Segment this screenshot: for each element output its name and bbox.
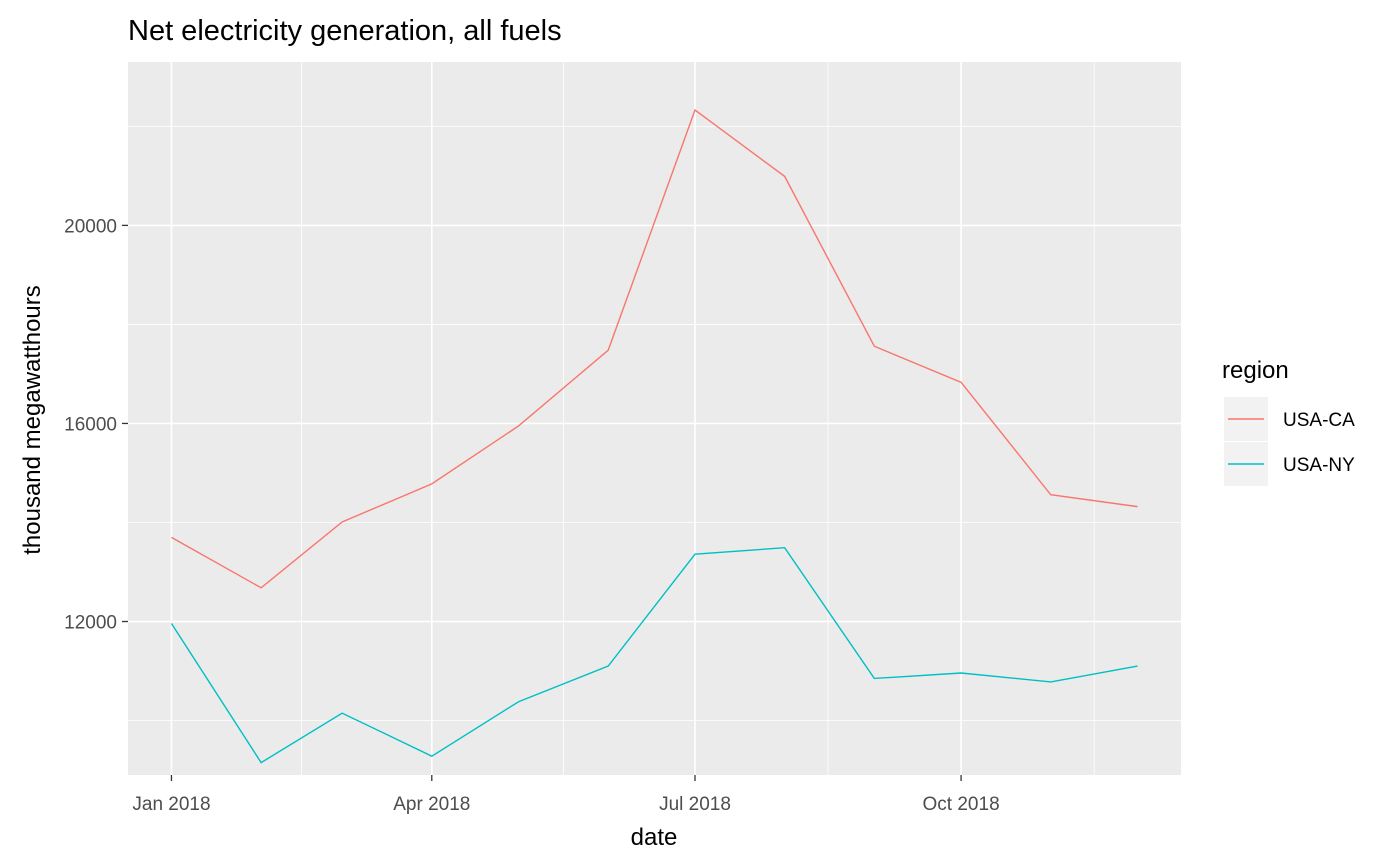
- x-tick-label: Jan 2018: [132, 794, 210, 815]
- legend-title: region: [1222, 357, 1289, 384]
- x-tick-label: Oct 2018: [923, 794, 1000, 815]
- minor-gridlines: [128, 62, 1181, 775]
- legend-label-usa-ny: USA-NY: [1283, 455, 1355, 476]
- y-tick-label: 16000: [64, 414, 117, 435]
- y-axis-title: thousand megawatthours: [19, 285, 46, 555]
- chart-title: Net electricity generation, all fuels: [128, 15, 562, 47]
- y-tick-label: 12000: [64, 613, 117, 634]
- legend: region USA-CA USA-NY: [1222, 357, 1355, 486]
- plot-panel: [128, 62, 1181, 775]
- y-tick-label: 20000: [64, 216, 117, 237]
- series-layer: [170, 108, 1138, 764]
- y-axis: 12000 16000 20000: [64, 216, 128, 634]
- major-gridlines: [128, 62, 1181, 775]
- series-line-usa-ca: [171, 108, 1138, 589]
- x-axis-title: date: [631, 824, 678, 851]
- x-axis: Jan 2018 Apr 2018 Jul 2018 Oct 2018: [132, 775, 1000, 815]
- series-line-usa-ny: [170, 547, 1138, 764]
- x-tick-label: Jul 2018: [659, 794, 731, 815]
- legend-label-usa-ca: USA-CA: [1283, 410, 1355, 431]
- x-tick-label: Apr 2018: [393, 794, 470, 815]
